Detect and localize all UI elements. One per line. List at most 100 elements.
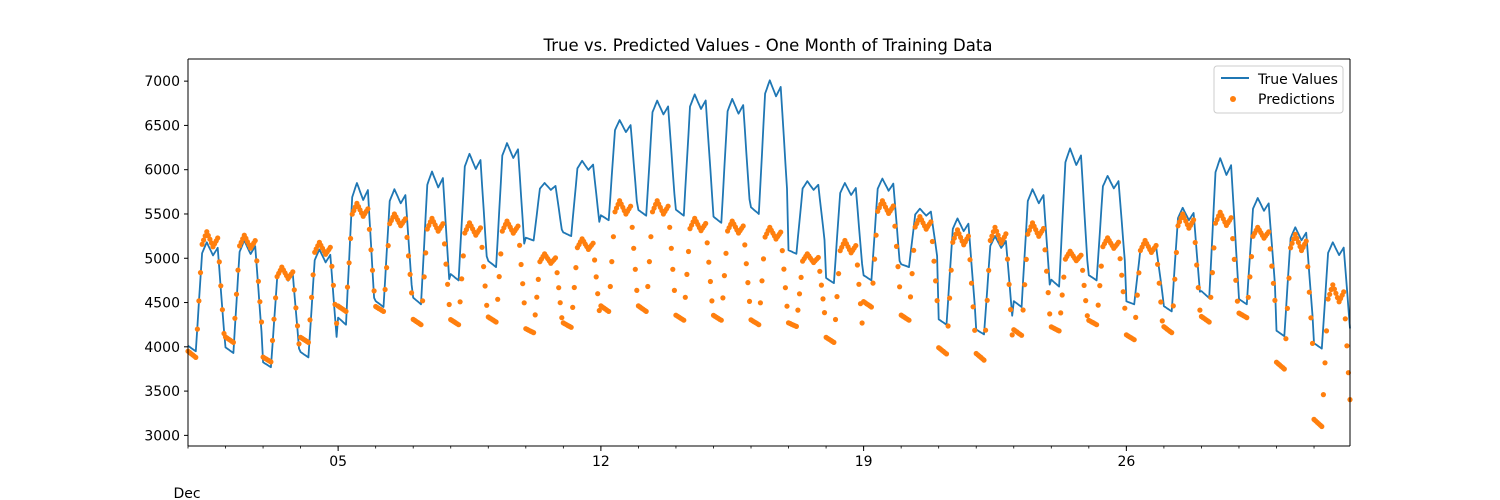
prediction-point (199, 241, 205, 247)
y-axis: 3000 3500 4000 4500 5000 5500 6000 6500 7000 (144, 74, 188, 444)
prediction-point (271, 316, 277, 322)
prediction-point (709, 298, 715, 304)
prediction-point (781, 266, 787, 272)
prediction-point (1094, 322, 1100, 328)
prediction-point (1245, 294, 1251, 300)
prediction-point (1119, 272, 1125, 278)
prediction-point (409, 290, 415, 296)
prediction-point (596, 307, 602, 314)
prediction-point (934, 298, 940, 304)
legend-label-predictions: Predictions (1258, 92, 1335, 108)
prediction-point (906, 317, 912, 323)
prediction-point (895, 264, 901, 270)
axes-frame (187, 58, 1351, 447)
prediction-point (970, 304, 976, 310)
prediction-point (496, 274, 502, 280)
prediction-point (216, 259, 222, 265)
prediction-point (989, 233, 995, 239)
prediction-point (1058, 310, 1064, 316)
prediction-point (193, 354, 199, 360)
y-tick-label: 6000 (144, 163, 180, 179)
x-tick-label: 12 (592, 454, 610, 470)
prediction-point (831, 339, 837, 345)
prediction-point (965, 233, 972, 239)
prediction-point (707, 278, 714, 285)
prediction-point (1283, 336, 1289, 342)
prediction-point (457, 299, 463, 305)
prediction-point (1270, 280, 1276, 286)
prediction-point (943, 351, 950, 357)
prediction-point (482, 283, 488, 289)
prediction-point (984, 297, 990, 303)
prediction-point (782, 285, 789, 291)
prediction-point (951, 235, 957, 241)
prediction-point (593, 274, 599, 280)
prediction-point (868, 304, 875, 310)
prediction-point (346, 260, 352, 266)
prediction-point (668, 245, 674, 251)
prediction-point (870, 280, 876, 286)
prediction-point (556, 285, 562, 291)
prediction-point (757, 300, 764, 306)
prediction-point (595, 291, 601, 297)
prediction-point (646, 259, 653, 265)
prediction-point (1122, 305, 1128, 311)
prediction-point (197, 270, 204, 276)
prediction-point (498, 251, 504, 257)
prediction-point (718, 317, 724, 323)
prediction-point (1042, 247, 1048, 253)
prediction-point (1020, 307, 1026, 313)
prediction-point (273, 295, 279, 301)
prediction-point (1173, 249, 1179, 256)
prediction-point (344, 284, 351, 290)
prediction-point (305, 339, 311, 345)
prediction-point (721, 273, 728, 279)
prediction-point (230, 339, 236, 345)
prediction-point (665, 203, 671, 209)
prediction-point (1115, 239, 1122, 245)
prediction-point (456, 322, 462, 328)
prediction-point (1158, 299, 1164, 305)
legend: True Values Predictions (1213, 65, 1344, 114)
prediction-point (255, 278, 261, 284)
prediction-point (1194, 262, 1200, 268)
prediction-point (892, 223, 898, 229)
prediction-point (493, 319, 499, 325)
prediction-point (1159, 318, 1165, 324)
prediction-point (495, 296, 501, 302)
prediction-point (853, 243, 859, 249)
prediction-point (1306, 289, 1312, 295)
chart-title: True vs. Predicted Values - One Month of… (543, 36, 993, 55)
prediction-point (1133, 314, 1139, 320)
prediction-point (1289, 240, 1295, 246)
prediction-point (460, 253, 466, 259)
prediction-point (421, 274, 427, 280)
prediction-point (407, 271, 413, 277)
prediction-point (1292, 231, 1298, 237)
prediction-point (1169, 330, 1175, 336)
prediction-point (1303, 238, 1309, 244)
prediction-point (329, 263, 335, 269)
prediction-point (1008, 307, 1014, 313)
prediction-point (1333, 290, 1339, 296)
prediction-point (1269, 263, 1275, 269)
prediction-point (310, 272, 316, 278)
prediction-point (832, 316, 839, 323)
prediction-point (307, 317, 313, 323)
prediction-point (1131, 337, 1137, 343)
prediction-point (268, 359, 274, 365)
prediction-point (1155, 261, 1161, 267)
prediction-point (201, 237, 207, 243)
prediction-point (929, 238, 936, 245)
prediction-point (218, 283, 224, 289)
legend-swatch-predictions (1230, 96, 1236, 102)
prediction-point (1153, 242, 1159, 249)
prediction-point (994, 228, 1000, 234)
prediction-point (1170, 303, 1176, 309)
prediction-point (631, 245, 637, 251)
prediction-point (609, 259, 615, 265)
prediction-point (380, 308, 387, 314)
prediction-point (1083, 298, 1089, 304)
prediction-point (559, 315, 565, 321)
prediction-point (1045, 290, 1051, 296)
